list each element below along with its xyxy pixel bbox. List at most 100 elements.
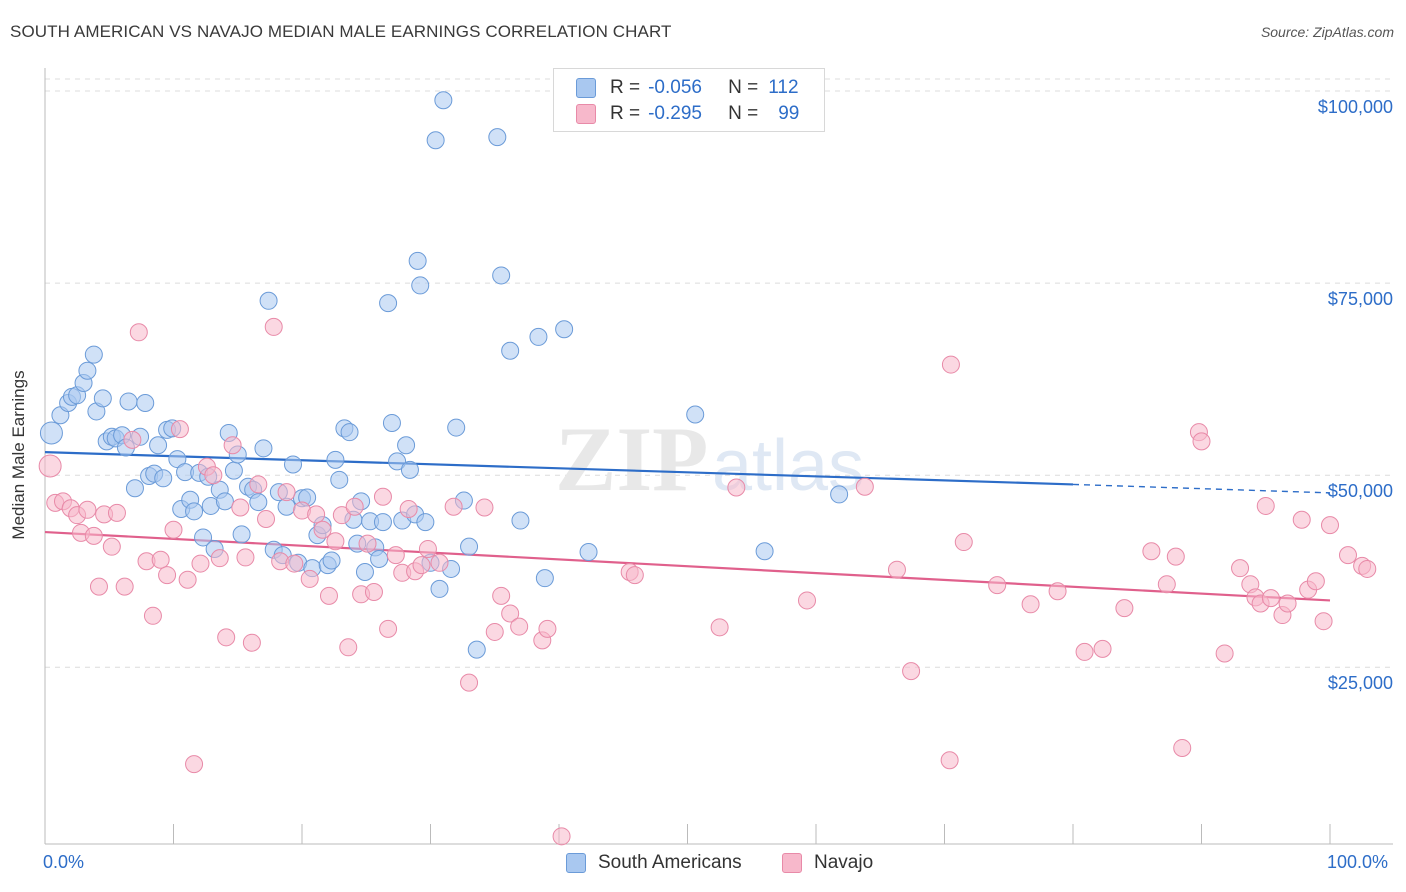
y-tick-label: $100,000 bbox=[1317, 97, 1393, 118]
data-point-south-american bbox=[215, 492, 234, 511]
data-point-south-american bbox=[232, 525, 251, 544]
data-point-navajo bbox=[1115, 599, 1134, 618]
data-point-south-american bbox=[284, 455, 303, 474]
bottom-legend-south-americans: South Americans bbox=[566, 852, 742, 874]
data-point-navajo bbox=[191, 554, 210, 573]
data-point-navajo bbox=[38, 454, 62, 478]
data-point-navajo bbox=[444, 497, 463, 516]
data-point-south-american bbox=[511, 511, 530, 530]
data-point-navajo bbox=[178, 570, 197, 589]
data-point-navajo bbox=[625, 566, 644, 585]
data-point-south-american bbox=[529, 327, 548, 346]
data-point-south-american bbox=[488, 128, 507, 147]
data-point-navajo bbox=[1142, 542, 1161, 561]
data-point-navajo bbox=[710, 618, 729, 637]
data-point-navajo bbox=[285, 554, 304, 573]
data-point-navajo bbox=[1292, 510, 1311, 529]
data-point-south-american bbox=[535, 569, 554, 588]
data-point-south-american bbox=[460, 537, 479, 556]
y-axis-label: Median Male Earnings bbox=[9, 370, 28, 540]
data-point-south-american bbox=[411, 276, 430, 295]
data-point-south-american bbox=[149, 436, 168, 455]
data-point-navajo bbox=[84, 526, 103, 545]
data-point-navajo bbox=[1306, 572, 1325, 591]
legend-n-label: N = bbox=[728, 103, 759, 124]
data-point-navajo bbox=[1278, 594, 1297, 613]
trend-line-1 bbox=[44, 530, 1331, 602]
bottom-legend-label-south-americans: South Americans bbox=[598, 852, 742, 873]
data-point-navajo bbox=[954, 533, 973, 552]
data-point-south-american bbox=[388, 452, 407, 471]
data-point-navajo bbox=[902, 662, 921, 681]
data-point-navajo bbox=[373, 487, 392, 506]
data-point-south-american bbox=[254, 439, 273, 458]
data-point-south-american bbox=[373, 513, 392, 532]
data-point-navajo bbox=[1215, 644, 1234, 663]
data-point-navajo bbox=[1021, 595, 1040, 614]
trend-lines bbox=[44, 451, 1331, 602]
data-point-south-american bbox=[224, 461, 243, 480]
data-point-navajo bbox=[107, 503, 126, 522]
data-point-south-american bbox=[249, 493, 268, 512]
data-point-south-american bbox=[39, 421, 63, 445]
data-point-south-american bbox=[322, 551, 341, 570]
data-point-navajo bbox=[386, 546, 405, 565]
data-point-navajo bbox=[364, 582, 383, 601]
data-point-south-american bbox=[447, 418, 466, 437]
legend-n-label: N = bbox=[728, 77, 759, 98]
data-point-navajo bbox=[89, 577, 108, 596]
data-point-navajo bbox=[412, 556, 431, 575]
data-point-navajo bbox=[242, 633, 261, 652]
data-point-south-american bbox=[119, 392, 138, 411]
legend-row-navajo: R = -0.295 N = 99 bbox=[576, 103, 799, 125]
data-point-navajo bbox=[78, 500, 97, 519]
data-point-navajo bbox=[798, 591, 817, 610]
data-point-navajo bbox=[170, 420, 189, 439]
data-point-navajo bbox=[727, 478, 746, 497]
watermark-zip: ZIP bbox=[555, 408, 708, 510]
data-point-navajo bbox=[151, 550, 170, 569]
bottom-legend-navajo: Navajo bbox=[782, 852, 873, 874]
trend-line-0 bbox=[44, 451, 1074, 486]
data-point-south-american bbox=[397, 436, 416, 455]
data-point-south-american bbox=[370, 549, 389, 568]
data-point-navajo bbox=[988, 576, 1007, 595]
data-point-south-american bbox=[400, 460, 419, 479]
data-point-south-american bbox=[830, 485, 849, 504]
data-point-navajo bbox=[379, 619, 398, 638]
data-point-navajo bbox=[1321, 516, 1339, 535]
data-point-south-american bbox=[755, 542, 774, 561]
data-point-navajo bbox=[941, 355, 960, 374]
y-tick-label: $75,000 bbox=[1327, 289, 1393, 310]
data-point-navajo bbox=[231, 498, 250, 517]
data-point-navajo bbox=[492, 586, 511, 605]
data-point-navajo bbox=[249, 475, 268, 494]
data-point-south-american bbox=[355, 563, 374, 582]
data-point-navajo bbox=[300, 569, 319, 588]
data-point-navajo bbox=[319, 586, 338, 605]
data-point-navajo bbox=[210, 549, 229, 568]
legend-n-value: 112 bbox=[768, 77, 799, 98]
data-point-south-american bbox=[93, 389, 112, 408]
data-point-navajo bbox=[185, 755, 204, 774]
data-point-south-american bbox=[686, 405, 705, 424]
data-point-navajo bbox=[143, 606, 162, 625]
data-point-south-american bbox=[84, 345, 103, 364]
data-point-navajo bbox=[236, 548, 255, 567]
data-point-south-american bbox=[185, 502, 204, 521]
data-point-navajo bbox=[1157, 575, 1176, 594]
data-point-navajo bbox=[510, 617, 529, 636]
data-point-navajo bbox=[223, 436, 242, 455]
bottom-legend-label-navajo: Navajo bbox=[814, 852, 874, 873]
data-point-south-american bbox=[154, 469, 173, 488]
data-point-navajo bbox=[1075, 642, 1094, 661]
data-point-navajo bbox=[485, 622, 504, 641]
data-point-navajo bbox=[115, 577, 134, 596]
legend-r-value: -0.056 bbox=[648, 77, 702, 98]
data-point-navajo bbox=[460, 673, 479, 692]
data-point-navajo bbox=[501, 604, 520, 623]
data-point-navajo bbox=[1256, 496, 1275, 515]
data-point-navajo bbox=[1314, 612, 1333, 631]
data-point-navajo bbox=[313, 520, 332, 539]
